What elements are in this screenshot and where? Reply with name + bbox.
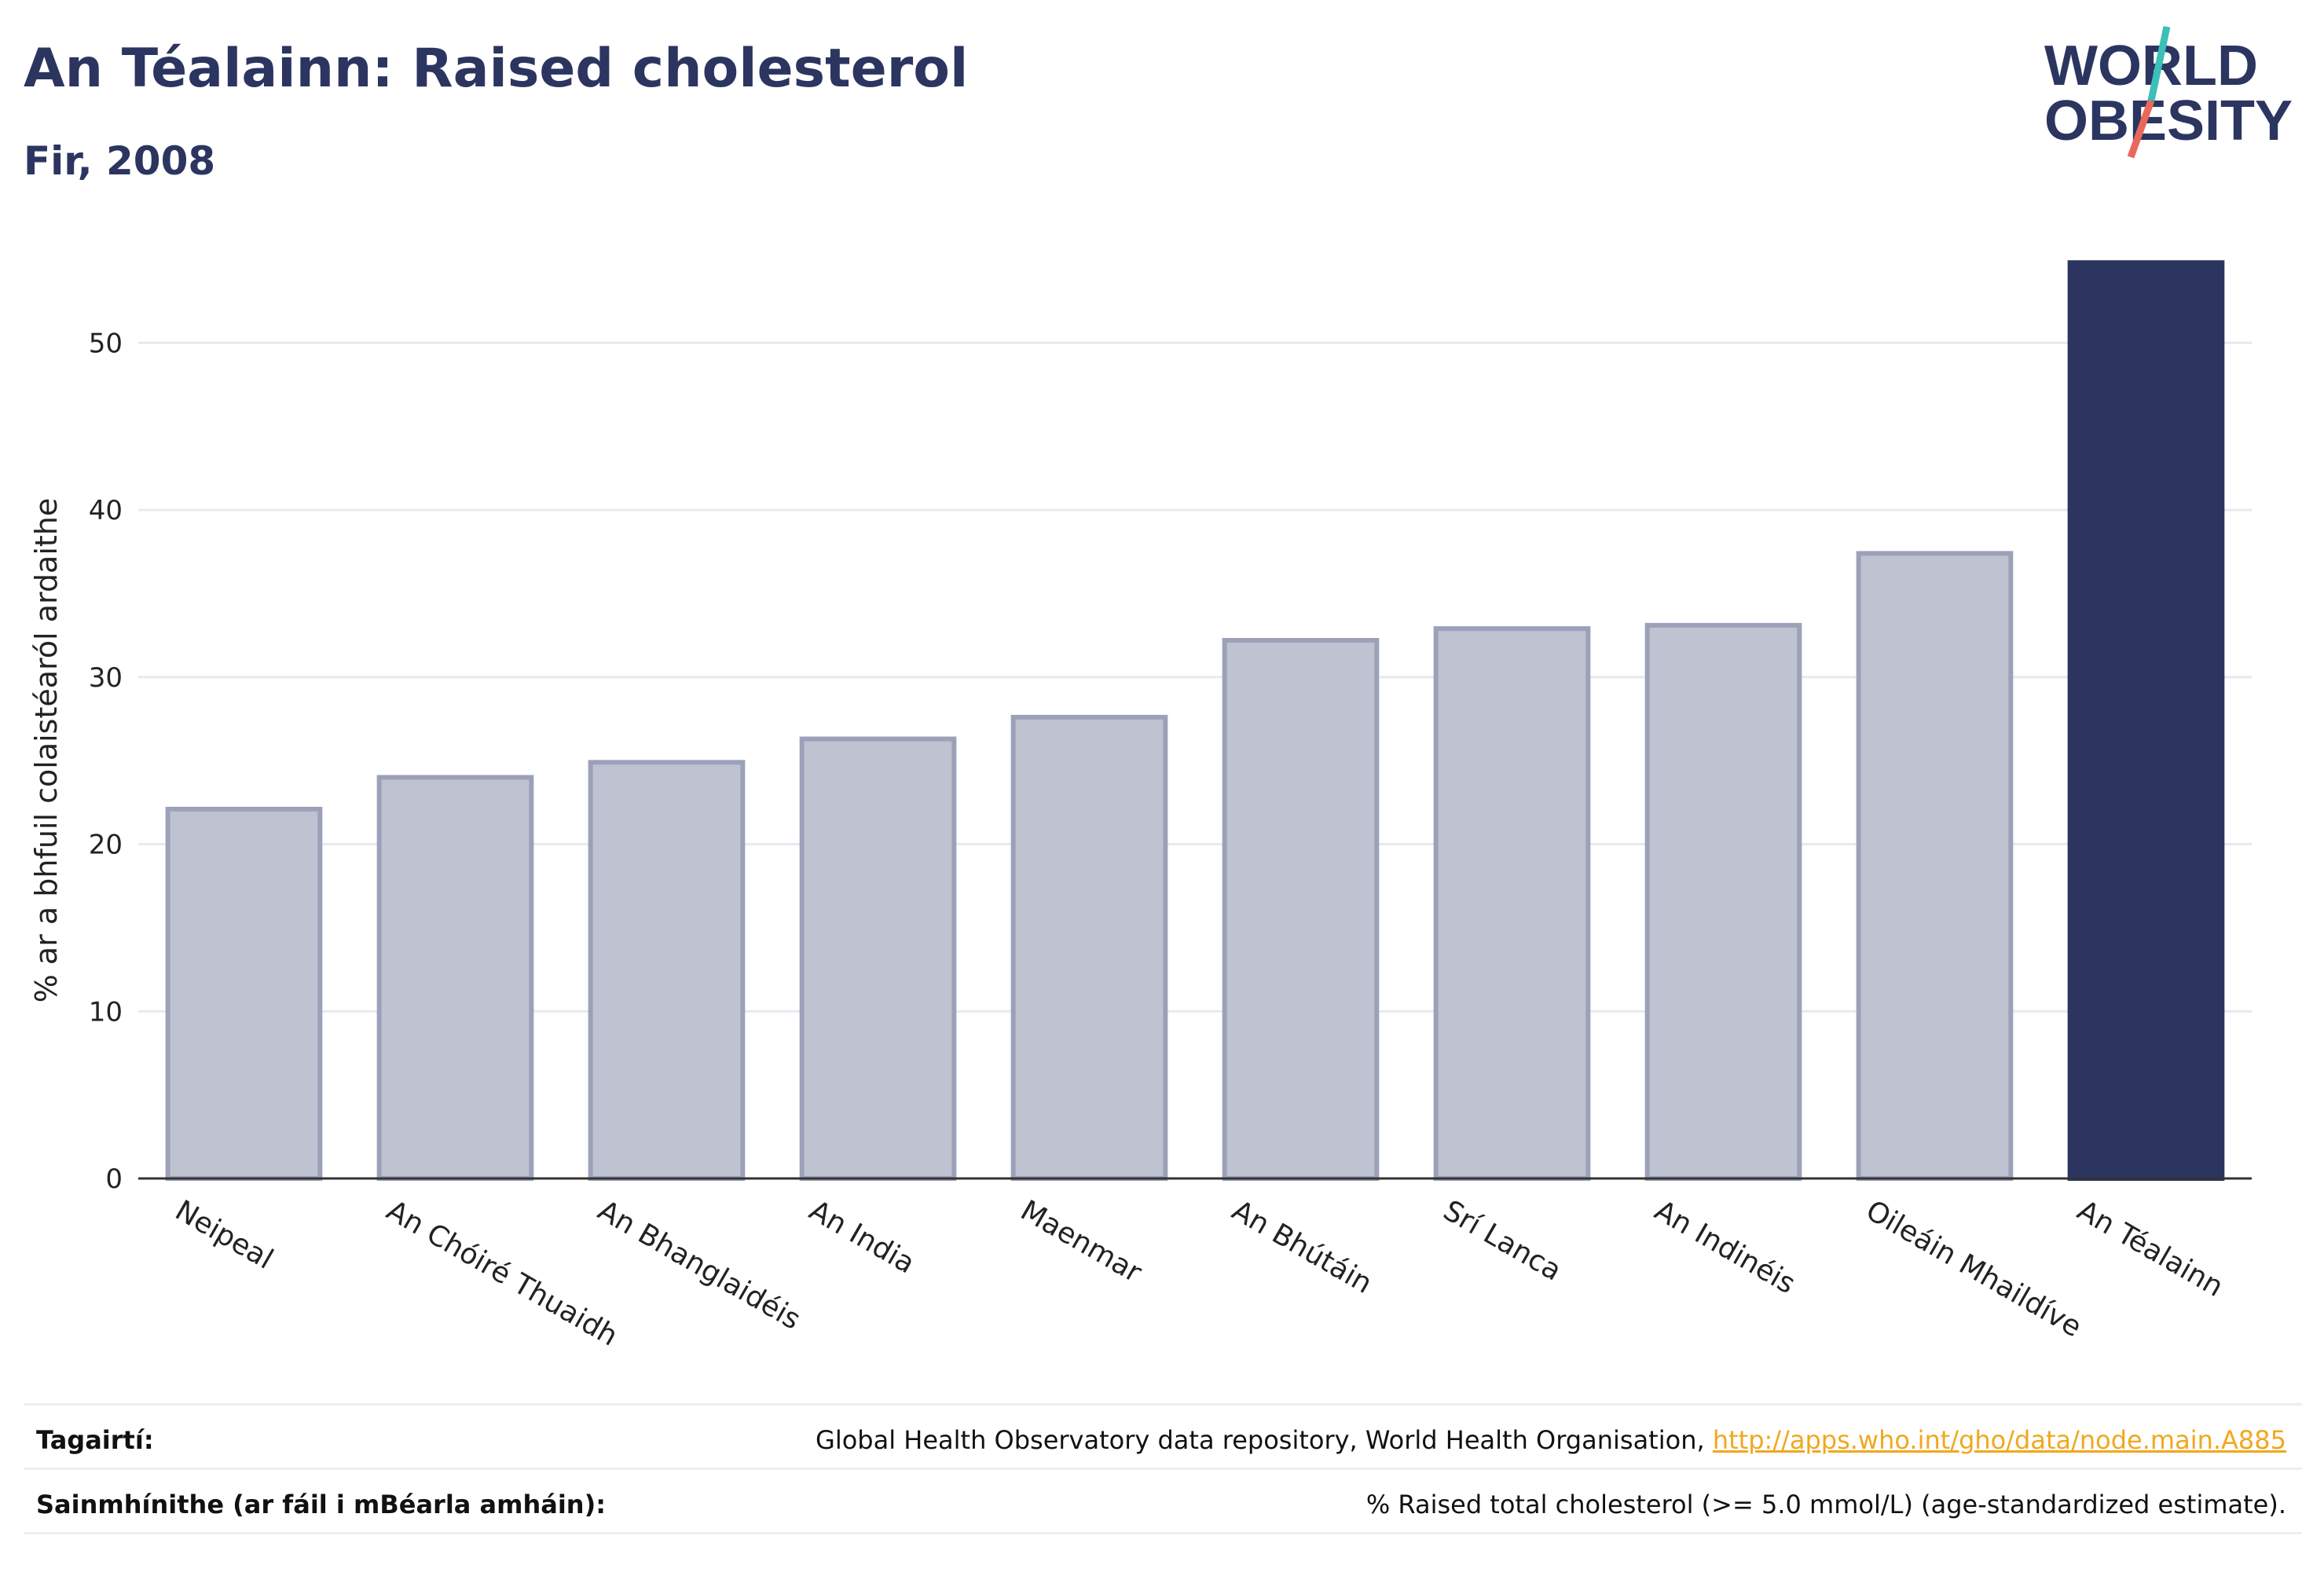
y-tick-label: 10: [89, 996, 123, 1028]
y-tick-label: 40: [89, 495, 123, 526]
bar: [1222, 638, 1380, 1181]
svg-text:OBESITY: OBESITY: [2044, 90, 2293, 152]
y-tick-label: 20: [89, 830, 123, 861]
footer-divider: [24, 1532, 2302, 1534]
x-tick-label: Oileáin Mhaildíve: [1860, 1194, 2087, 1343]
references-link[interactable]: http://apps.who.int/gho/data/node.main.A…: [1712, 1425, 2286, 1455]
world-obesity-logo: WORLD OBESITY: [2044, 26, 2293, 159]
footer-divider: [24, 1468, 2302, 1470]
bar: [1856, 551, 2014, 1181]
bar: [376, 775, 534, 1181]
y-tick-label: 0: [105, 1164, 123, 1195]
bar: [2067, 260, 2225, 1182]
definitions-value: % Raised total cholesterol (>= 5.0 mmol/…: [1365, 1490, 2286, 1519]
y-tick-label: 30: [89, 662, 123, 694]
references-text: Global Health Observatory data repositor…: [816, 1425, 1713, 1455]
x-tick-label: An Bhútáin: [1226, 1194, 1377, 1300]
x-tick-label: An Bhanglaidéis: [592, 1194, 806, 1336]
definitions-label: Sainmhínithe (ar fáil i mBéarla amháin):: [36, 1490, 606, 1519]
page-title: An Téalainn: Raised cholesterol: [24, 38, 969, 100]
bar: [588, 760, 746, 1181]
x-tick-label: An Téalainn: [2072, 1194, 2228, 1303]
x-tick-label: Neipeal: [170, 1194, 278, 1276]
references-value: Global Health Observatory data repositor…: [816, 1425, 2286, 1455]
bar: [1010, 714, 1168, 1181]
bar: [799, 736, 957, 1181]
x-tick-label: Maenmar: [1015, 1194, 1147, 1289]
references-label: Tagairtí:: [36, 1425, 154, 1455]
page-subtitle: Fir, 2008: [24, 138, 216, 184]
x-tick-label: An Chóiré Thuaidh: [381, 1194, 623, 1352]
bar: [165, 806, 323, 1181]
bar: [1433, 626, 1591, 1181]
bar: [1644, 622, 1802, 1181]
x-tick-label: An Indinéis: [1649, 1194, 1801, 1300]
x-tick-label: Srí Lanca: [1438, 1194, 1567, 1287]
y-tick-label: 50: [89, 328, 123, 359]
y-axis-title: % ar a bhfuil colaistéaról ardaithe: [29, 498, 64, 1003]
x-tick-label: An India: [804, 1194, 920, 1280]
footer-divider: [24, 1403, 2302, 1406]
